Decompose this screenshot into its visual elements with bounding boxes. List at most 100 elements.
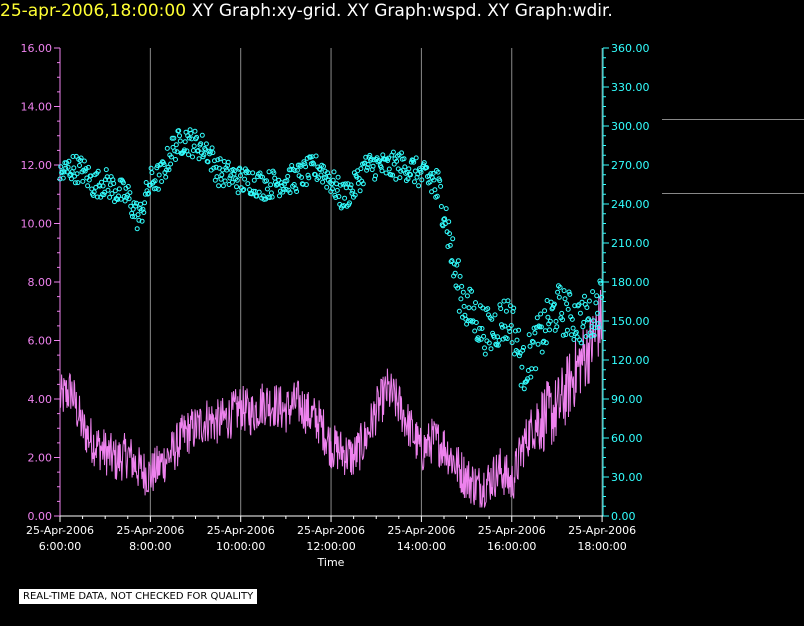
wdir-point (518, 382, 524, 388)
wdir-point (461, 303, 467, 309)
wdir-point (519, 364, 525, 370)
wdir-point (452, 270, 458, 276)
wdir-point (464, 293, 470, 299)
wdir-point (447, 231, 452, 237)
wdir-point (451, 261, 457, 267)
wdir-point (294, 189, 300, 194)
wdir-point (577, 310, 583, 316)
wdir-point (370, 163, 376, 169)
left-y-tick-label: 12.00 (21, 159, 53, 172)
wdir-point (498, 306, 504, 312)
wdir-point (455, 285, 461, 291)
wdir-point (569, 316, 575, 322)
wdir-point (159, 179, 165, 184)
wdir-point (442, 216, 448, 222)
wdir-point (269, 194, 275, 200)
wdir-point (186, 152, 191, 158)
wdir-point (224, 167, 230, 173)
wdir-point (155, 186, 161, 192)
wdir-point (215, 157, 221, 163)
legend-entry-wdir: o iss2/surface_met time : wdir 25-Apr-20… (662, 120, 804, 194)
wdir-point (241, 187, 247, 192)
wdir-point (598, 280, 604, 286)
wdir-point (138, 201, 143, 207)
wdir-point (414, 174, 420, 180)
wdir-point (276, 177, 282, 183)
wdir-point (294, 167, 300, 173)
wdir-point (226, 182, 232, 187)
wdir-point (446, 219, 452, 225)
x-tick-label-date: 25-Apr-2006 (387, 524, 455, 537)
wdir-point (489, 316, 495, 322)
wdir-point (229, 179, 235, 185)
wdir-point (495, 342, 501, 348)
wdir-point (235, 190, 241, 196)
right-y-tick-label: 270.00 (611, 159, 650, 172)
wdir-point (537, 324, 543, 330)
left-y-tick-label: 14.00 (21, 101, 53, 114)
wdir-point (168, 161, 174, 167)
wdir-point (557, 284, 563, 290)
wdir-point (64, 169, 70, 175)
wdir-point (473, 320, 479, 325)
wdir-point (533, 366, 539, 372)
wdir-point (386, 155, 391, 161)
wdir-point (571, 337, 577, 342)
wdir-point (146, 190, 152, 196)
wdir-point (454, 262, 460, 268)
wdir-point (448, 259, 454, 265)
wdir-point (240, 187, 246, 193)
wdir-point (152, 178, 158, 184)
x-axis-label: Time (317, 556, 345, 569)
wdir-point (173, 142, 179, 148)
wdir-point (217, 156, 223, 162)
wdir-point (210, 150, 216, 156)
wdir-point (492, 312, 498, 318)
wdir-point (418, 169, 424, 175)
wdir-point (171, 135, 177, 141)
wdir-point (203, 141, 209, 147)
wdir-point (547, 318, 553, 324)
wdir-point (316, 166, 322, 172)
wdir-point (545, 314, 551, 320)
wdir-point (402, 164, 408, 170)
right-y-tick-label: 0.00 (611, 510, 636, 523)
wdir-point (554, 324, 560, 330)
wdir-point (368, 156, 374, 162)
wdir-point (95, 168, 101, 174)
wdir-point (105, 187, 111, 193)
wdir-point (260, 174, 265, 180)
wdir-point (166, 167, 172, 173)
wdir-point (521, 345, 526, 350)
wdir-point (163, 174, 169, 180)
wdir-point (586, 316, 591, 322)
wdir-point (101, 192, 107, 198)
chart-title: 25-apr-2006,18:00:00 XY Graph:xy-grid. X… (0, 0, 613, 22)
wdir-point (120, 180, 126, 186)
wdir-point (588, 333, 594, 339)
wdir-point (318, 172, 324, 178)
wspd-line (59, 289, 603, 509)
wdir-point (195, 148, 201, 153)
wdir-point (542, 308, 548, 314)
wdir-point (516, 353, 522, 359)
wdir-point (551, 301, 557, 307)
wdir-point (360, 181, 366, 187)
wdir-point (295, 162, 301, 168)
wdir-point (134, 226, 140, 232)
wdir-point (576, 302, 582, 308)
legend-time: 17:59:03 (666, 102, 720, 116)
wdir-point (333, 195, 339, 200)
wdir-point (153, 185, 159, 191)
wdir-point (97, 183, 103, 189)
wdir-point (136, 217, 142, 223)
wdir-point (156, 172, 162, 178)
wdir-point (334, 181, 339, 187)
wdir-point (599, 294, 605, 300)
left-y-tick-label: 2.00 (28, 452, 53, 465)
wdir-point (504, 336, 510, 342)
wdir-point (478, 336, 484, 342)
wdir-point (536, 323, 542, 329)
wdir-point (566, 289, 572, 295)
wdir-point (503, 308, 509, 314)
